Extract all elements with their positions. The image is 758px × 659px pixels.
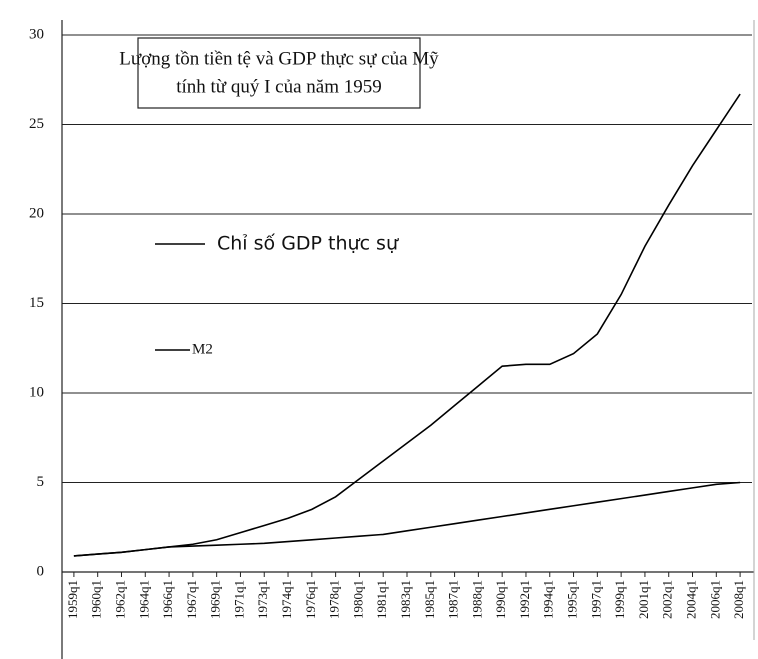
x-tick-label: 1974q1 [279,580,294,619]
x-tick-label: 1994q1 [541,580,556,619]
chart-title: tính từ quý I của năm 1959 [176,76,382,97]
x-tick-label: 1959q1 [65,580,80,619]
legend-label: M2 [192,341,213,357]
x-tick-label: 1971q1 [231,580,246,619]
line-series [73,93,741,557]
y-tick-label: 0 [37,563,45,579]
x-tick-label: 2006q1 [707,580,722,619]
x-tick-label: 1992q1 [517,580,532,619]
y-tick-label: 15 [29,295,44,311]
x-tick-label: 1967q1 [184,580,199,619]
x-tick-label: 1969q1 [208,580,223,619]
title-box [137,37,421,109]
plot: 0 5 10 15 20 25 30 1959q1 1960q1 1962q1 1964q1 1966… [29,26,752,619]
x-tick-label: 1985q1 [422,580,437,619]
x-tick-label: 1962q1 [112,580,127,619]
y-tick-label: 20 [29,205,44,221]
x-tick-label: 1976q1 [303,580,318,619]
x-tick-label: 1973q1 [255,580,270,619]
x-tick-label: 1978q1 [327,580,342,619]
line-series [73,481,741,557]
y-tick-label: 25 [29,116,44,132]
x-tick-label: 2001q1 [636,580,651,619]
x-tick-label: 1997q1 [588,580,603,619]
x-tick-label: 1987q1 [446,580,461,619]
y-tick-label: 30 [29,26,44,42]
x-tick-label: 1990q1 [493,580,508,619]
x-tick-label: 1964q1 [136,580,151,619]
x-tick-label: 1980q1 [350,580,365,619]
x-tick-label: 1983q1 [398,580,413,619]
y-tick-label: 5 [37,474,45,490]
y-tick-label: 10 [29,384,44,400]
x-tick-label: 1995q1 [565,580,580,619]
x-tick-label: 2002q1 [660,580,675,619]
x-tick-label: 1988q1 [469,580,484,619]
x-tick-label: 2008q1 [731,580,746,619]
x-tick-label: 1981q1 [374,580,389,619]
x-tick-label: 1966q1 [160,580,175,619]
chart-title: Lượng tồn tiền tệ và GDP thực sự của Mỹ [119,48,439,69]
legend-label: Chỉ số GDP thực sự [217,233,399,255]
x-tick-label: 1960q1 [89,580,104,619]
x-tick-label: 1999q1 [612,580,627,619]
x-tick-label: 2004q1 [684,580,699,619]
